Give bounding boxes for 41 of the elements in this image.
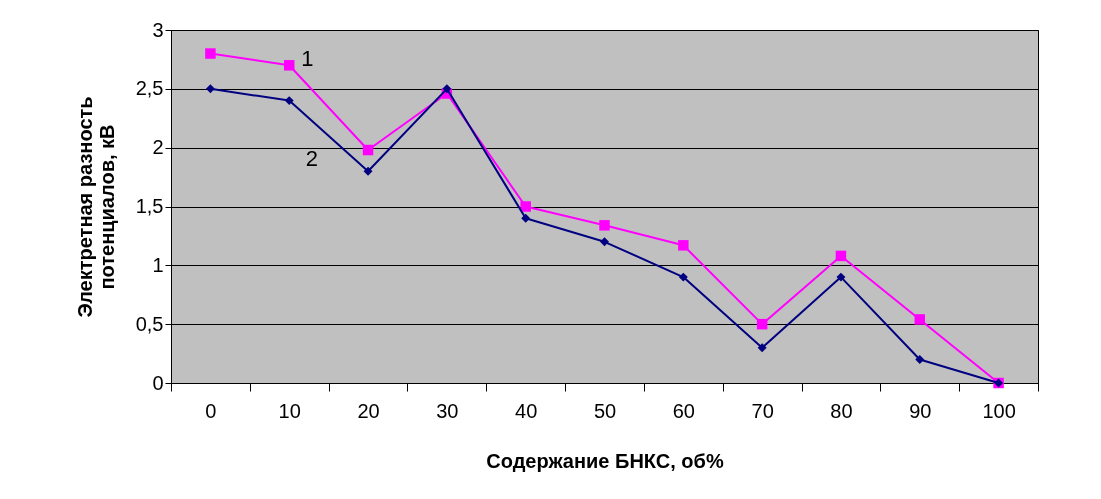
point xyxy=(284,96,294,106)
series-label: 2 xyxy=(305,146,319,172)
series-label: 1 xyxy=(301,46,314,72)
x-tick-label: 90 xyxy=(909,399,932,422)
x-tick-label: 80 xyxy=(830,399,853,422)
x-tick-label: 70 xyxy=(751,399,774,422)
x-tick-label: 30 xyxy=(436,399,459,422)
point xyxy=(442,84,452,94)
y-tick-label: 0 xyxy=(152,371,164,394)
point xyxy=(678,240,689,251)
point xyxy=(363,166,373,176)
x-tick-label: 50 xyxy=(593,399,617,422)
point xyxy=(205,84,215,94)
point xyxy=(362,144,374,156)
y-tick-label: 3 xyxy=(152,18,164,41)
x-tick-label: 20 xyxy=(357,399,380,422)
x-tick-label: 0 xyxy=(205,399,217,422)
x-tick-label: 40 xyxy=(515,399,538,422)
x-axis-title: Содержание БНКС, об% xyxy=(486,449,724,472)
point xyxy=(520,201,531,212)
point xyxy=(600,237,609,247)
y-axis-title: Электретная разность потенциалов, кВ xyxy=(73,96,118,318)
y-tick-label: 0,5 xyxy=(135,312,164,335)
y-tick-label: 1,5 xyxy=(135,195,164,217)
x-tick-label: 100 xyxy=(982,399,1016,422)
x-tick-label: 60 xyxy=(672,399,695,422)
point xyxy=(678,272,688,282)
point xyxy=(836,272,846,282)
point xyxy=(915,354,925,364)
point xyxy=(283,60,295,71)
y-tick-label: 2,5 xyxy=(135,77,164,100)
y-tick-label: 2 xyxy=(152,136,164,159)
point xyxy=(521,213,531,223)
point xyxy=(205,48,216,59)
point xyxy=(599,220,610,231)
point xyxy=(756,318,768,330)
x-tick-label: 10 xyxy=(278,399,301,422)
point xyxy=(914,314,926,325)
point xyxy=(757,343,767,353)
point xyxy=(835,250,847,262)
y-tick-label: 1 xyxy=(152,253,164,276)
